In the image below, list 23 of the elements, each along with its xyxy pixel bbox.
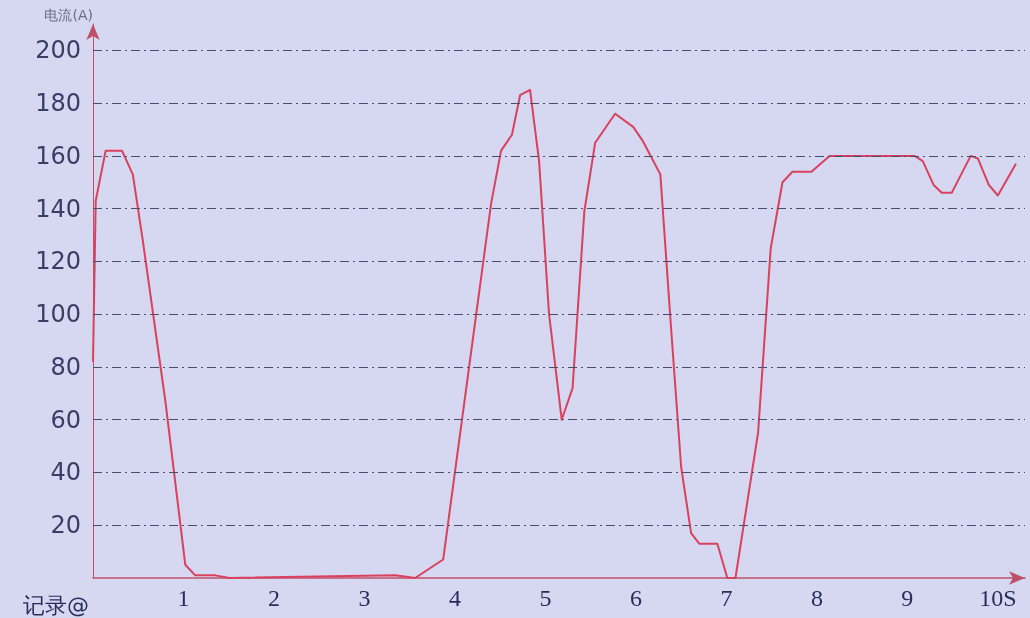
y-axis-title: 电流(A) — [44, 7, 93, 23]
x-tick-label: 1 — [177, 585, 190, 611]
y-tick-label: 200 — [35, 36, 81, 65]
x-tick-label: 7 — [720, 585, 733, 611]
x-tick-label: 8 — [810, 585, 823, 611]
x-tick-label: 3 — [358, 585, 371, 611]
y-tick-label: 40 — [50, 458, 81, 487]
x-tick-label: 5 — [539, 585, 552, 611]
y-tick-label: 100 — [35, 300, 81, 329]
y-tick-label: 120 — [35, 247, 81, 276]
x-axis-title: 记录@ — [23, 592, 89, 618]
y-tick-label: 180 — [35, 89, 81, 118]
x-tick-label: 4 — [448, 585, 461, 611]
x-tick-label: 9 — [901, 585, 914, 611]
x-tick-label: 6 — [629, 585, 642, 611]
y-tick-label: 140 — [35, 194, 81, 223]
x-tick-label: 2 — [267, 585, 280, 611]
y-tick-label: 160 — [35, 141, 81, 170]
y-tick-label: 60 — [50, 405, 81, 434]
x-tick-label: 10S — [979, 585, 1017, 611]
line-series — [92, 88, 1017, 579]
y-tick-label: 80 — [50, 352, 81, 381]
y-tick-label: 20 — [50, 511, 81, 540]
